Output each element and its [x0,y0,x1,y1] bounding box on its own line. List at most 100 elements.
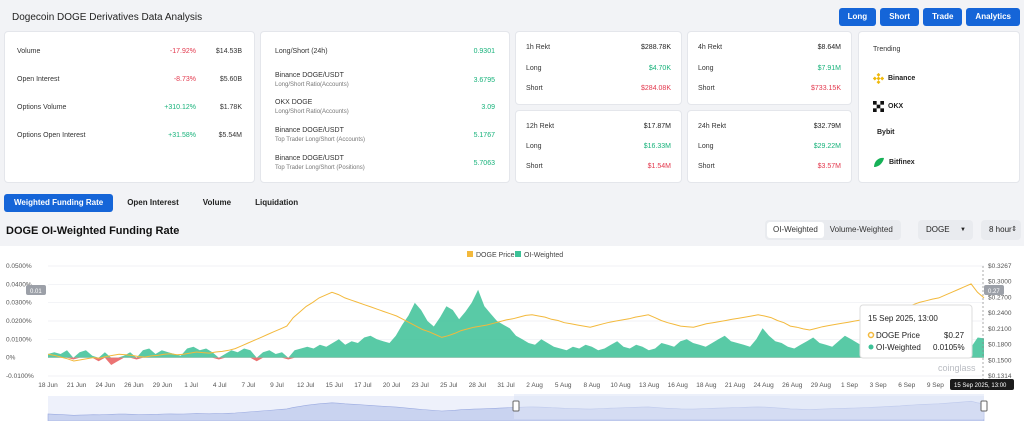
summary-value: $5.60B [219,75,242,83]
y-right-tick-label: $0.3000 [988,279,1012,286]
ls-row: Binance DOGE/USDT Top Trader Long/Short (… [275,127,495,143]
oi-weighted-option[interactable]: OI-Weighted [767,222,824,238]
trending-label: Bybit [877,129,895,136]
ls-row: Long/Short (24h) 0.9301 [275,48,495,55]
updown-icon: ⇕ [1011,226,1017,233]
left-badge-text: 0.01 [30,289,42,295]
tooltip-rate-dot [868,344,874,350]
ls-label: Binance DOGE/USDT [275,72,344,79]
x-tick-label: 24 Aug [754,382,775,389]
rekt-long-label: Long [698,143,714,150]
summary-value: $14.53B [215,47,242,55]
x-tick-label: 26 Aug [782,382,803,389]
funding-area-negative [48,357,984,365]
x-tick-label: 29 Aug [811,382,832,389]
y-left-tick-label: -0.0100% [6,373,34,380]
tooltip-price-label: DOGE Price [876,331,921,340]
rekt-short: $733.15K [811,85,841,92]
chart-svg: DOGE Price OI-Weighted 0.0500%0.0400%0.0… [6,251,1014,421]
legend-label-funding[interactable]: OI-Weighted [524,252,563,259]
y-right-tick-label: $0.2700 [988,294,1012,301]
tooltip-date: 15 Sep 2025, 13:00 [868,314,938,323]
rekt-period: 12h Rekt [526,123,555,130]
navigator-right-handle[interactable] [980,400,988,412]
rekt-card-1h: 1h Rekt $288.78K Long $4.70K Short $284.08K [515,31,682,105]
tab-volume[interactable]: Volume [202,198,232,207]
ls-label: Binance DOGE/USDT [275,127,344,134]
x-tick-label: 3 Sep [870,382,887,389]
legend-label-price[interactable]: DOGE Price [476,252,515,259]
x-tick-label: 18 Aug [696,382,717,389]
ls-label: Binance DOGE/USDT [275,155,344,162]
analytics-button[interactable]: Analytics [966,8,1020,26]
ls-sublabel: Top Trader Long/Short (Accounts) [275,137,366,143]
long-short-card: Long/Short (24h) 0.9301 Binance DOGE/USDT… [260,31,510,183]
summary-value: $1.78K [219,103,242,111]
summary-row-options-volume: Options Volume +310.12% $1.78K [5,100,254,114]
ls-sublabel: Top Trader Long/Short (Positions) [275,165,365,171]
y-left-tick-label: 0% [6,355,16,362]
rekt-long-label: Long [526,143,542,150]
trending-item-bybit[interactable]: Bybit [873,129,895,136]
tab-open-interest[interactable]: Open Interest [127,198,179,207]
y-left-tick-label: 0.0400% [6,281,32,288]
rekt-period: 1h Rekt [526,44,551,51]
chevron-down-icon: ▼ [960,227,966,233]
tab-liquidation[interactable]: Liquidation [255,198,299,207]
long-button[interactable]: Long [838,8,877,26]
y-right-tick-label: $0.3267 [988,263,1012,270]
x-tick-label: 12 Jul [297,382,315,389]
coin-select[interactable]: DOGE ▼ [918,220,973,240]
summary-pct: -17.92% [169,47,196,55]
rekt-total: $17.87M [643,123,671,130]
watermark: coinglass [938,363,976,373]
rekt-total: $32.79M [813,123,841,130]
ls-sublabel: Long/Short Ratio(Accounts) [275,82,349,88]
tab-weighted-funding-rate[interactable]: Weighted Funding Rate [4,194,114,212]
rekt-short-label: Short [526,85,543,92]
x-tick-label: 1 Jul [184,382,198,389]
trending-item-binance[interactable]: Binance [873,73,915,84]
trade-button[interactable]: Trade [923,8,963,26]
x-tick-label: 25 Jul [440,382,458,389]
x-tick-label: 2 Aug [526,382,543,389]
rekt-short-label: Short [698,163,715,170]
navigator-left-handle[interactable] [512,400,520,412]
summary-label: Options Open Interest [17,131,86,139]
rekt-period: 4h Rekt [698,44,723,51]
x-tick-label: 6 Sep [898,382,915,389]
x-tick-label: 1 Sep [841,382,858,389]
interval-select[interactable]: 8 hour ⇕ [981,220,1021,240]
summary-pct: -8.73% [173,75,196,83]
volume-weighted-option[interactable]: Volume-Weighted [829,225,893,234]
rekt-long: $4.70K [648,65,671,72]
y-right-tick-label: $0.1314 [988,373,1012,380]
y-right-tick-label: $0.2100 [988,326,1012,333]
x-tick-label: 13 Aug [639,382,660,389]
trending-item-bitfinex[interactable]: Bitfinex [873,157,915,168]
funding-area-positive [48,289,984,358]
rekt-period: 24h Rekt [698,123,727,130]
rekt-long-label: Long [526,65,542,72]
x-tick-label: 5 Aug [555,382,572,389]
rekt-card-4h: 4h Rekt $8.64M Long $7.91M Short $733.15K [687,31,852,105]
ls-label: OKX DOGE [275,99,313,106]
interval-select-value: 8 hour [989,225,1012,234]
short-button[interactable]: Short [880,8,920,26]
rekt-short: $1.54M [647,163,671,170]
x-tick-label: 24 Jun [95,382,115,389]
x-tick-label: 29 Jun [153,382,173,389]
y-right-tick-label: $0.2400 [988,310,1012,317]
rekt-total: $288.78K [641,44,671,51]
x-tick-label: 7 Jul [242,382,256,389]
y-left-tick-label: 0.0300% [6,300,32,307]
x-tick-label: 18 Jun [38,382,58,389]
trending-item-okx[interactable]: OKX [873,101,903,112]
x-tick-label: 9 Jul [270,382,284,389]
tooltip-rate-label: OI-Weighted [876,343,921,352]
left-value-badge: 0.01 [26,285,46,295]
crosshair-date-text: 15 Sep 2025, 13:00 [954,383,1007,389]
legend-swatch-funding [515,251,521,257]
crosshair-x-label: 15 Sep 2025, 13:00 [950,379,1014,390]
tooltip-rate-value: 0.0105% [933,343,965,352]
